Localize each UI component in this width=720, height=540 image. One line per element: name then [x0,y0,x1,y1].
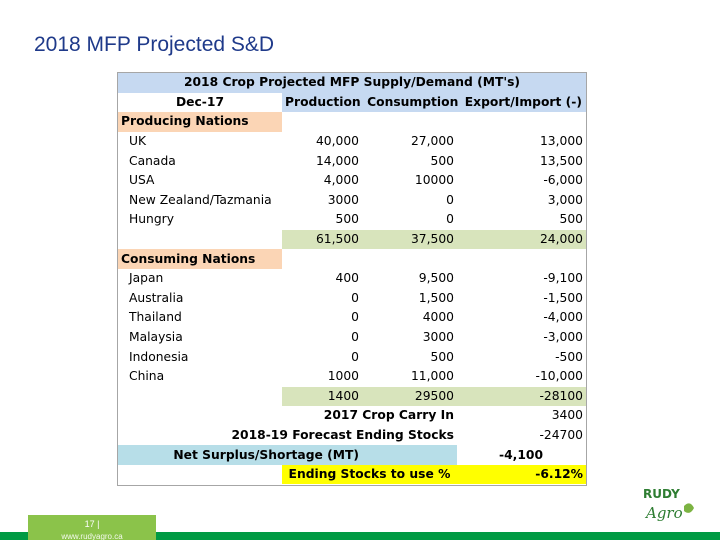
production-value: 500 [335,212,359,227]
footer-bar [0,532,720,540]
production-value: 0 [351,349,359,364]
producing-total-production: 61,500 [282,229,362,250]
leaf-icon [684,503,694,513]
page-number-box: 17 | www.rudyagro.ca [28,515,156,540]
producing-nations-label: Producing Nations [118,112,282,132]
export-value: -3,000 [543,330,583,345]
carry-in-value: 3400 [551,408,583,423]
export-value: 13,500 [539,153,583,168]
stocks-to-use-value: -6.12% [457,464,586,485]
production-value: 14,000 [315,153,359,168]
ending-stocks-label: 2018-19 Forecast Ending Stocks [231,427,454,442]
consumption-value: 11,000 [410,369,454,384]
consumption-value: 27,000 [410,134,454,149]
consuming-total-consumption: 29500 [362,386,457,407]
net-surplus-label: Net Surplus/Shortage (MT) [118,445,362,465]
consumption-value: 4000 [422,310,454,325]
country-name: Thailand [129,310,182,325]
country-name: China [129,369,165,384]
consumption-value: 500 [430,153,454,168]
export-value: -1,500 [543,290,583,305]
table-row: Australia 0 1,500 -1,500 [118,289,586,309]
footer-url: www.rudyagro.ca [61,532,123,540]
country-name: Australia [129,290,184,305]
country-name: Indonesia [129,349,189,364]
export-value: -4,000 [543,310,583,325]
producing-total-export: 24,000 [457,229,586,250]
country-name: UK [129,134,147,149]
production-value: 400 [335,271,359,286]
header-date: Dec-17 [175,94,225,109]
export-value: 13,000 [539,134,583,149]
table-row: UK 40,000 27,000 13,000 [118,132,586,152]
logo-text-rudy: RUDY [643,487,680,501]
table-title: 2018 Crop Projected MFP Supply/Demand (M… [118,73,586,93]
table-title-row: 2018 Crop Projected MFP Supply/Demand (M… [118,73,586,93]
page-number: 17 | [84,519,100,529]
production-value: 0 [351,310,359,325]
production-value: 3000 [327,192,359,207]
table-row: Indonesia 0 500 -500 [118,347,586,367]
producing-total-consumption: 37,500 [362,229,457,250]
country-name: Canada [129,153,176,168]
rudy-agro-logo: RUDY Agro [640,486,698,526]
consumption-value: 9,500 [418,271,454,286]
country-name: Hungry [129,212,174,227]
table-row: Malaysia 0 3000 -3,000 [118,328,586,348]
producing-total-row: 61,500 37,500 24,000 [118,229,586,250]
production-value: 0 [351,290,359,305]
table-row: Thailand 0 4000 -4,000 [118,308,586,328]
consumption-value: 3000 [422,330,454,345]
consuming-section-row: Consuming Nations [118,249,586,269]
export-value: -9,100 [543,271,583,286]
header-production: Production [285,94,361,109]
country-name: Malaysia [129,330,183,345]
consumption-value: 10000 [414,173,454,188]
logo-text-agro: Agro [644,504,683,522]
export-value: -6,000 [543,173,583,188]
consumption-value: 0 [446,212,454,227]
country-name: New Zealand/Tazmania [129,192,272,207]
ending-stocks-row: 2018-19 Forecast Ending Stocks -24700 [118,426,586,446]
header-export-import: Export/Import (-) [464,94,582,109]
ending-stocks-value: -24700 [539,427,583,442]
header-consumption: Consumption [367,94,459,109]
consuming-total-production: 1400 [282,386,362,407]
supply-demand-table: 2018 Crop Projected MFP Supply/Demand (M… [117,72,587,486]
consuming-total-row: 1400 29500 -28100 [118,386,586,407]
consuming-nations-label: Consuming Nations [118,249,282,269]
export-value: -500 [555,349,583,364]
stocks-to-use-label: Ending Stocks to use % [282,464,457,485]
export-value: 500 [559,212,583,227]
consuming-total-export: -28100 [457,386,586,407]
country-name: Japan [129,271,164,286]
production-value: 4,000 [323,173,359,188]
slide-title: 2018 MFP Projected S&D [34,33,275,56]
stocks-to-use-row: Ending Stocks to use % -6.12% [118,464,586,485]
net-surplus-value: -4,100 [499,447,543,462]
production-value: 40,000 [315,134,359,149]
table-row: China 1000 11,000 -10,000 [118,367,586,387]
consumption-value: 1,500 [418,290,454,305]
producing-section-row: Producing Nations [118,112,586,132]
carry-in-label: 2017 Crop Carry In [323,408,454,423]
table-row: Japan 400 9,500 -9,100 [118,269,586,289]
export-value: 3,000 [547,192,583,207]
country-name: USA [129,173,155,188]
production-value: 0 [351,330,359,345]
carry-in-row: 2017 Crop Carry In 3400 [118,406,586,426]
table-row: Canada 14,000 500 13,500 [118,151,586,171]
export-value: -10,000 [535,369,583,384]
consumption-value: 500 [430,349,454,364]
table-row: New Zealand/Tazmania 3000 0 3,000 [118,191,586,211]
consumption-value: 0 [446,192,454,207]
table-header-row: Dec-17 Production Consumption Export/Imp… [118,92,586,113]
net-surplus-row: Net Surplus/Shortage (MT) -4,100 [118,445,586,465]
table-row: Hungry 500 0 500 [118,210,586,230]
table-row: USA 4,000 10000 -6,000 [118,171,586,191]
production-value: 1000 [327,369,359,384]
